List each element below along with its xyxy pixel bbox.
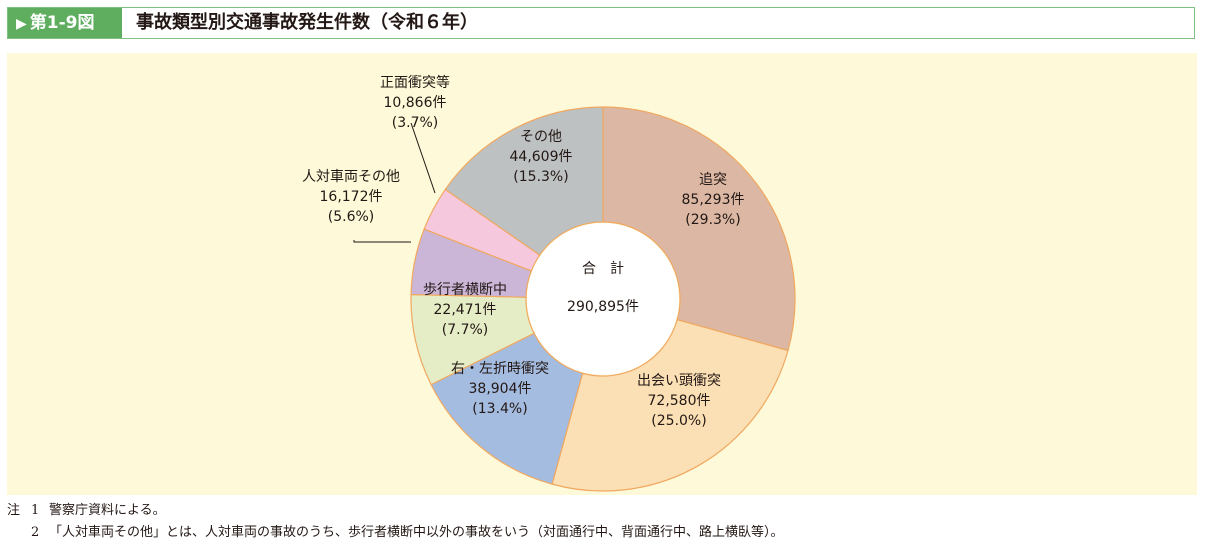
slice-label-value: 44,609件 xyxy=(510,149,573,165)
figure-number: 第1-9図 xyxy=(29,13,95,33)
slice-label-value: 72,580件 xyxy=(648,393,711,409)
donut-hole xyxy=(527,223,679,375)
slice-1 xyxy=(602,106,796,352)
slice-label-percent: (7.7%) xyxy=(442,322,489,338)
slice-label-percent: (5.6%) xyxy=(328,209,375,225)
slice-label-value: 16,172件 xyxy=(320,189,383,205)
footnote-row: 注 1 警察庁資料による。 xyxy=(7,500,784,522)
slice-2 xyxy=(551,318,789,492)
slice-7 xyxy=(444,106,604,256)
footnote-number: 2 xyxy=(31,525,40,540)
slice-label-percent: (3.7%) xyxy=(392,115,439,131)
total-value: 290,895件 xyxy=(567,299,639,315)
leader-line-head-on xyxy=(410,122,436,194)
slice-label-name: 右・左折時衝突 xyxy=(451,361,549,377)
leader-line-person-vehicle-other xyxy=(353,240,411,243)
slice-label-name: 人対車両その他 xyxy=(302,168,400,185)
slice-label-value: 38,904件 xyxy=(469,381,532,397)
slice-label-name: 追突 xyxy=(699,172,727,188)
slice-label-name: その他 xyxy=(520,129,562,145)
footnote-row: 2 「人対車両その他」とは、人対車両の事故のうち、歩行者横断中以外の事故をいう（… xyxy=(7,522,784,544)
slice-label-name: 歩行者横断中 xyxy=(423,282,507,298)
figure-title: 事故類型別交通事故発生件数（令和６年） xyxy=(136,12,478,33)
chart-panel: 追突 85,293件 (29.3%) 出会い頭衝突 72,580件 (25.0%) 右・左折… xyxy=(7,53,1197,495)
slice-label-percent: (29.3%) xyxy=(685,212,740,228)
slice-label-value: 22,471件 xyxy=(434,302,497,318)
slice-label-name: 出会い頭衝突 xyxy=(637,373,721,389)
donut-chart: 追突 85,293件 (29.3%) 出会い頭衝突 72,580件 (25.0%) 右・左折… xyxy=(302,74,796,492)
footnote-text: 「人対車両その他」とは、人対車両の事故のうち、歩行者横断中以外の事故をいう（対面… xyxy=(49,525,784,540)
triangle-icon: ▶ xyxy=(16,16,27,32)
slice-label-value: 10,866件 xyxy=(384,95,447,111)
footnotes: 注 1 警察庁資料による。 2 「人対車両その他」とは、人対車両の事故のうち、歩… xyxy=(7,500,784,544)
slice-label-percent: (13.4%) xyxy=(472,401,527,417)
figure-header: ▶ 第1-9図 事故類型別交通事故発生件数（令和６年） xyxy=(7,7,1195,39)
slice-label-percent: (25.0%) xyxy=(651,413,706,429)
slice-3 xyxy=(430,332,584,485)
slice-label-value: 85,293件 xyxy=(682,192,745,208)
slice-label-name: 正面衝突等 xyxy=(380,74,450,91)
footnote-number: 1 xyxy=(31,503,40,518)
slice-label-percent: (15.3%) xyxy=(513,169,568,185)
footnote-text: 警察庁資料による。 xyxy=(49,503,166,518)
total-label: 合 計 xyxy=(582,261,624,277)
footnote-prefix: 注 xyxy=(7,503,21,518)
figure-number-badge: ▶ 第1-9図 xyxy=(8,8,122,38)
